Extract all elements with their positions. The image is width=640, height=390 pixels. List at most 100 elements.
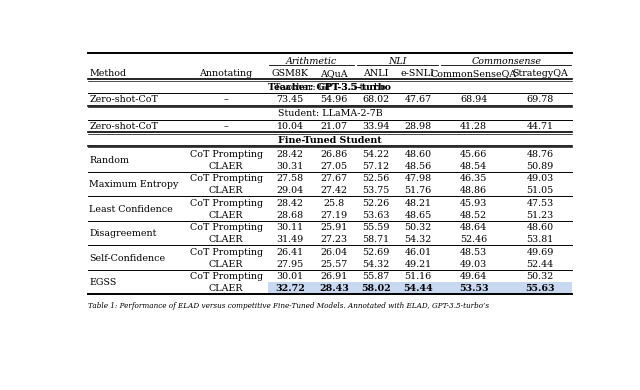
Text: 51.23: 51.23 (526, 211, 554, 220)
Text: 47.67: 47.67 (404, 96, 431, 105)
Text: 54.44: 54.44 (403, 284, 433, 293)
Text: AQuA: AQuA (321, 69, 348, 78)
Text: 29.04: 29.04 (276, 186, 303, 195)
Text: 48.76: 48.76 (526, 150, 554, 159)
Text: 47.53: 47.53 (526, 199, 554, 208)
Text: CommonSenseQA: CommonSenseQA (431, 69, 517, 78)
Text: Self-Confidence: Self-Confidence (90, 254, 165, 263)
Text: 44.71: 44.71 (527, 122, 554, 131)
Text: CoT Prompting: CoT Prompting (189, 272, 262, 281)
Text: Teacher: GPT-3.5-turbo: Teacher: GPT-3.5-turbo (274, 83, 386, 92)
Text: Teacher: GPT-3.5-turbo: Teacher: GPT-3.5-turbo (268, 83, 392, 92)
Text: Student: LLaMA-2-7B: Student: LLaMA-2-7B (278, 109, 382, 118)
Text: CLAER: CLAER (209, 211, 243, 220)
Text: 73.45: 73.45 (276, 96, 303, 105)
Text: Method: Method (90, 69, 127, 78)
Text: 26.91: 26.91 (321, 272, 348, 281)
Text: 27.95: 27.95 (276, 260, 303, 269)
Bar (268, 282, 572, 294)
Text: Least Confidence: Least Confidence (90, 205, 173, 214)
Text: 52.44: 52.44 (526, 260, 554, 269)
Text: Maximum Entropy: Maximum Entropy (90, 180, 179, 189)
Text: 27.58: 27.58 (276, 174, 303, 183)
Text: 58.02: 58.02 (361, 284, 391, 293)
Text: 27.19: 27.19 (321, 211, 348, 220)
Text: 53.81: 53.81 (526, 235, 554, 244)
Text: 27.05: 27.05 (321, 162, 348, 171)
Text: e-SNLI: e-SNLI (401, 69, 435, 78)
Text: 48.53: 48.53 (460, 248, 487, 257)
Text: 28.42: 28.42 (276, 199, 303, 208)
Text: 25.8: 25.8 (324, 199, 345, 208)
Text: 55.63: 55.63 (525, 284, 555, 293)
Text: 27.23: 27.23 (321, 235, 348, 244)
Text: 25.91: 25.91 (321, 223, 348, 232)
Text: 54.32: 54.32 (404, 235, 431, 244)
Text: 32.72: 32.72 (275, 284, 305, 293)
Text: NLI: NLI (388, 57, 406, 66)
Text: 48.56: 48.56 (404, 162, 431, 171)
Text: 21.07: 21.07 (321, 122, 348, 131)
Text: 54.96: 54.96 (321, 96, 348, 105)
Text: CLAER: CLAER (209, 260, 243, 269)
Text: 30.11: 30.11 (276, 223, 303, 232)
Text: 49.69: 49.69 (526, 248, 554, 257)
Text: CLAER: CLAER (209, 186, 243, 195)
Text: 48.60: 48.60 (404, 150, 431, 159)
Text: 41.28: 41.28 (460, 122, 487, 131)
Text: 27.67: 27.67 (321, 174, 348, 183)
Text: CoT Prompting: CoT Prompting (189, 150, 262, 159)
Text: 51.16: 51.16 (404, 272, 431, 281)
Text: 28.43: 28.43 (319, 284, 349, 293)
Text: 55.59: 55.59 (362, 223, 390, 232)
Text: Random: Random (90, 156, 129, 165)
Text: 54.32: 54.32 (362, 260, 390, 269)
Text: 52.69: 52.69 (362, 248, 390, 257)
Text: Zero-shot-CoT: Zero-shot-CoT (90, 96, 158, 105)
Text: 53.63: 53.63 (362, 211, 390, 220)
Text: 33.94: 33.94 (362, 122, 390, 131)
Text: CLAER: CLAER (209, 162, 243, 171)
Text: Fine-Tuned Student: Fine-Tuned Student (278, 136, 382, 145)
Text: 48.21: 48.21 (404, 199, 431, 208)
Text: 27.42: 27.42 (321, 186, 348, 195)
Text: 68.94: 68.94 (460, 96, 487, 105)
Text: 49.03: 49.03 (460, 260, 487, 269)
Text: StrategyQA: StrategyQA (512, 69, 568, 78)
Text: 45.93: 45.93 (460, 199, 488, 208)
Text: CoT Prompting: CoT Prompting (189, 248, 262, 257)
Text: 58.71: 58.71 (362, 235, 390, 244)
Text: CLAER: CLAER (209, 284, 243, 293)
Text: 30.31: 30.31 (276, 162, 303, 171)
Text: 50.89: 50.89 (526, 162, 554, 171)
Text: 53.75: 53.75 (362, 186, 390, 195)
Text: 46.35: 46.35 (460, 174, 488, 183)
Text: 28.68: 28.68 (276, 211, 303, 220)
Text: 49.64: 49.64 (460, 272, 487, 281)
Text: 68.02: 68.02 (362, 96, 390, 105)
Text: 30.01: 30.01 (276, 272, 303, 281)
Text: 46.01: 46.01 (404, 248, 431, 257)
Text: 47.98: 47.98 (404, 174, 431, 183)
Text: 28.42: 28.42 (276, 150, 303, 159)
Text: 52.26: 52.26 (362, 199, 390, 208)
Text: 48.54: 48.54 (460, 162, 487, 171)
Text: 54.22: 54.22 (362, 150, 390, 159)
Text: 26.86: 26.86 (321, 150, 348, 159)
Text: 26.41: 26.41 (276, 248, 303, 257)
Text: CoT Prompting: CoT Prompting (189, 174, 262, 183)
Text: 31.49: 31.49 (276, 235, 303, 244)
Text: 53.53: 53.53 (459, 284, 488, 293)
Text: 49.21: 49.21 (404, 260, 431, 269)
Text: EGSS: EGSS (90, 278, 116, 287)
Text: 57.12: 57.12 (362, 162, 390, 171)
Text: 48.64: 48.64 (460, 223, 487, 232)
Text: 48.65: 48.65 (404, 211, 431, 220)
Text: 48.86: 48.86 (460, 186, 487, 195)
Text: Table 1: Performance of ELAD versus competitive Fine-Tuned Models. Annotated wit: Table 1: Performance of ELAD versus comp… (88, 302, 489, 310)
Text: 26.04: 26.04 (321, 248, 348, 257)
Text: –: – (224, 122, 228, 131)
Text: Annotating: Annotating (200, 69, 253, 78)
Text: GSM8K: GSM8K (271, 69, 308, 78)
Text: 10.04: 10.04 (276, 122, 303, 131)
